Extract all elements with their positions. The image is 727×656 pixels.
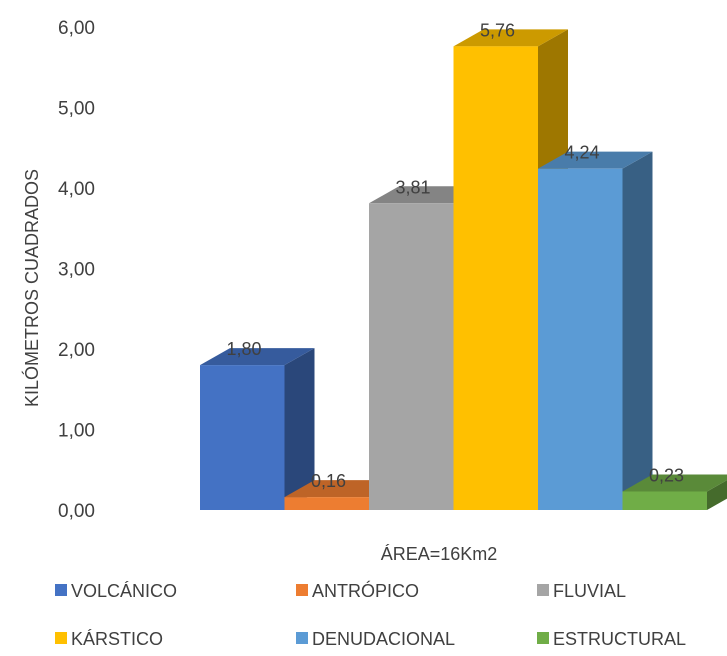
bar-front-face [538, 168, 623, 510]
data-label: 1,80 [226, 339, 261, 359]
legend-item: DENUDACIONAL [296, 629, 455, 649]
y-tick-label: 6,00 [58, 18, 95, 39]
bar-top-face [200, 348, 315, 366]
bar-front-face [200, 365, 285, 510]
bar-top-face [538, 151, 653, 169]
bar-6 [622, 474, 727, 510]
bar-front-face [622, 491, 707, 510]
legend: VOLCÁNICO ANTRÓPICO FLUVIAL KÁRSTICO DENUDAC… [55, 580, 686, 649]
x-axis-title: ÁREA=16Km2 [381, 544, 498, 564]
data-label: 5,76 [480, 20, 515, 40]
legend-label: DENUDACIONAL [312, 629, 455, 649]
y-axis-title: KILÓMETROS CUADRADOS [21, 169, 42, 407]
legend-label: ANTRÓPICO [312, 580, 419, 601]
bar-5 [538, 151, 653, 510]
legend-swatch [55, 632, 67, 644]
bar-side-face [707, 480, 727, 510]
y-tick-label: 5,00 [58, 99, 95, 120]
data-label: 4,24 [564, 143, 599, 163]
bars [200, 29, 727, 511]
legend-label: ESTRUCTURAL [553, 629, 686, 649]
y-axis: 0,00 1,00 2,00 3,00 4,00 5,00 6,00 [58, 18, 95, 522]
y-tick-label: 1,00 [58, 421, 95, 442]
bar-front-face [284, 497, 369, 510]
legend-item: FLUVIAL [537, 581, 626, 601]
bar-side-face [284, 348, 315, 510]
legend-item: KÁRSTICO [55, 629, 163, 649]
legend-swatch [537, 584, 549, 596]
bar-1 [200, 348, 315, 510]
legend-label: FLUVIAL [553, 581, 626, 601]
legend-swatch [296, 584, 308, 596]
legend-item: ANTRÓPICO [296, 580, 419, 601]
legend-label: VOLCÁNICO [71, 581, 177, 601]
y-tick-label: 4,00 [58, 179, 95, 200]
bar-front-face [369, 203, 454, 511]
data-label: 3,81 [395, 177, 430, 197]
bar-top-face [453, 29, 568, 47]
legend-swatch [55, 584, 67, 596]
legend-label: KÁRSTICO [71, 629, 163, 649]
data-labels: 1,80 0,16 3,81 5,76 4,24 0,23 [226, 20, 684, 491]
y-tick-label: 0,00 [58, 501, 95, 522]
bar-front-face [453, 46, 538, 510]
bar-top-face [622, 474, 727, 492]
y-tick-label: 2,00 [58, 340, 95, 361]
data-label: 0,16 [311, 471, 346, 491]
legend-item: ESTRUCTURAL [537, 629, 686, 649]
legend-swatch [537, 632, 549, 644]
data-label: 0,23 [649, 465, 684, 485]
y-tick-label: 3,00 [58, 260, 95, 281]
legend-item: VOLCÁNICO [55, 581, 177, 601]
legend-swatch [296, 632, 308, 644]
bar-side-face [622, 151, 653, 510]
